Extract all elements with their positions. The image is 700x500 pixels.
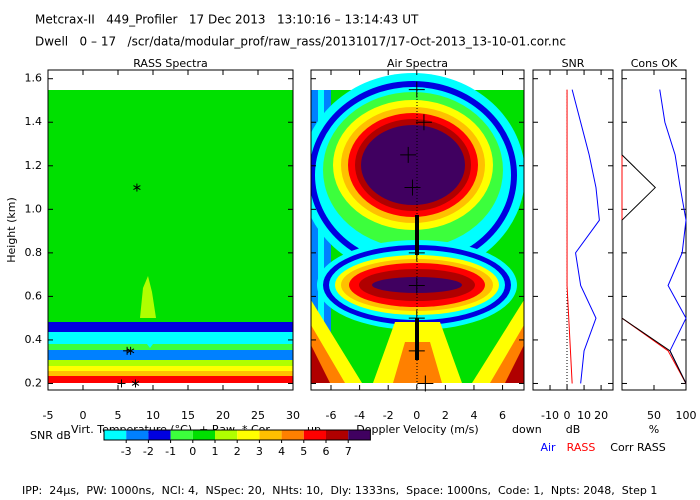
x-tick-label: 100 (676, 409, 697, 422)
panel-frame (532, 69, 614, 391)
star-stroke (133, 185, 141, 190)
cross-marker (415, 114, 432, 131)
panel-title: Air Spectra (387, 57, 448, 70)
air-contour-fill (311, 73, 524, 390)
x-axis-label-right: down (512, 423, 542, 436)
x-tick-label: 10 (577, 409, 591, 422)
colorbar-swatch (259, 430, 282, 440)
colorbar-tick-label: -2 (143, 445, 154, 458)
x-tick-label: -10 (541, 409, 559, 422)
y-tick-label: 0.6 (25, 289, 43, 302)
colorbar-swatch (192, 430, 215, 440)
x-tick-label: 15 (181, 409, 195, 422)
y-tick-label: 1.0 (25, 202, 43, 215)
panel-title: RASS Spectra (133, 57, 208, 70)
x-tick-label: -2 (383, 409, 394, 422)
panel-title: SNR (562, 57, 585, 70)
profile-line (571, 89, 600, 384)
x-tick-label: -6 (326, 409, 337, 422)
y-tick-label: 0.8 (25, 246, 43, 259)
x-tick-label: 50 (647, 409, 661, 422)
x-tick-label: -4 (354, 409, 365, 422)
x-tick-label: 2 (442, 409, 449, 422)
y-tick-label: 1.2 (25, 159, 43, 172)
cross-marker (400, 146, 417, 163)
colorbar-tick-label: 2 (234, 445, 241, 458)
legend-entry: RASS (567, 441, 596, 454)
cross-marker (408, 81, 425, 98)
header-dwell: Dwell 0 – 17 /scr/data/modular_prof/raw_… (35, 35, 566, 49)
x-axis-label: Doppler Velocity (m/s) (356, 423, 478, 436)
cross-marker (408, 310, 425, 327)
panel-title: Cons OK (631, 57, 678, 70)
x-tick-label: 10 (146, 409, 160, 422)
colorbar-tick-label: 0 (189, 445, 196, 458)
cross-marker (408, 277, 425, 294)
colorbar-label: SNR dB (30, 429, 71, 442)
profile-line (659, 89, 687, 384)
y-tick-label: 0.4 (25, 333, 43, 346)
header-title: Metcrax-II 449_Profiler 17 Dec 2013 13:1… (35, 13, 419, 27)
rass-contour-fill (48, 90, 293, 383)
panel-frame (47, 69, 294, 391)
x-tick-label: 4 (470, 409, 477, 422)
x-axis-label: dB (566, 423, 581, 436)
star-marker (126, 346, 135, 355)
y-tick-label: 0.2 (25, 376, 43, 389)
x-tick-label: 20 (594, 409, 608, 422)
cross-marker (408, 244, 425, 261)
colorbar-swatch (215, 430, 238, 440)
colorbar-tick-label: 3 (256, 445, 263, 458)
y-axis-label: Height (km) (5, 197, 18, 263)
star-marker (133, 183, 141, 192)
colorbar-swatch (104, 430, 127, 440)
cross-marker (117, 379, 126, 388)
cross-marker (417, 375, 434, 392)
profile-line (621, 89, 687, 384)
colorbar-swatch (348, 430, 371, 440)
cross-marker (408, 342, 425, 359)
panel-frame (310, 69, 525, 391)
star-marker (131, 379, 140, 388)
colorbar-swatch (148, 430, 171, 440)
colorbar-tick-label: -3 (121, 445, 132, 458)
colorbar-tick-label: 6 (323, 445, 330, 458)
x-tick-label: -5 (43, 409, 54, 422)
colorbar-swatch (126, 430, 149, 440)
colorbar-swatch (237, 430, 260, 440)
x-tick-label: 6 (499, 409, 506, 422)
colorbar-swatch (303, 430, 326, 440)
colorbar-tick-label: 1 (212, 445, 219, 458)
x-tick-label: 25 (251, 409, 265, 422)
y-tick-label: 1.4 (25, 115, 43, 128)
colorbar-tick-label: 5 (300, 445, 307, 458)
colorbar-swatch (281, 430, 304, 440)
footer: IPP: 24μs, PW: 1000ns, NCI: 4, NSpec: 20… (22, 484, 657, 497)
star-stroke (126, 348, 135, 354)
legend-entry: Air (540, 441, 556, 454)
y-tick-label: 1.6 (25, 72, 43, 85)
colorbar-tick-label: 4 (278, 445, 285, 458)
x-tick-label: 0 (564, 409, 571, 422)
colorbar-swatch (170, 430, 193, 440)
x-tick-label: 5 (115, 409, 122, 422)
colorbar-swatch (326, 430, 349, 440)
panel-frame (621, 69, 687, 391)
x-tick-label: 0 (80, 409, 87, 422)
colorbar-tick-label: -1 (165, 445, 176, 458)
x-axis-label: % (649, 423, 659, 436)
star-stroke (131, 381, 140, 386)
x-tick-label: 30 (286, 409, 300, 422)
cross-marker (404, 179, 421, 196)
x-tick-label: 20 (216, 409, 230, 422)
x-tick-label: 0 (413, 409, 420, 422)
legend-entry: Corr RASS (610, 441, 665, 454)
colorbar-tick-label: 7 (345, 445, 352, 458)
profile-line (566, 89, 573, 384)
